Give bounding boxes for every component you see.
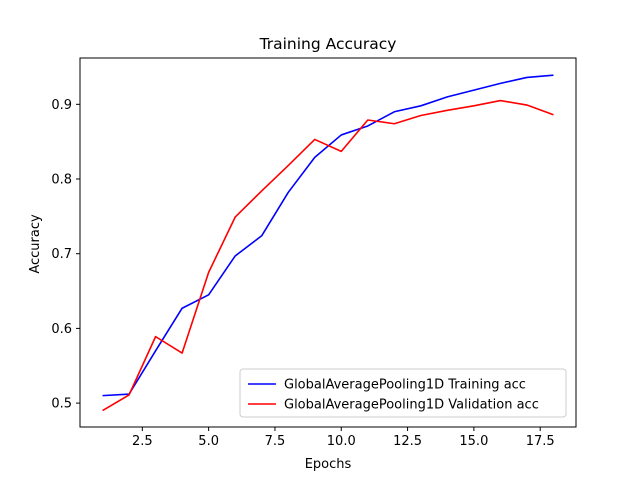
chart-title: Training Accuracy xyxy=(259,35,397,53)
y-axis-title: Accuracy xyxy=(28,214,43,274)
legend-label: GlobalAveragePooling1D Validation acc xyxy=(284,398,539,413)
y-tick-label: 0.9 xyxy=(51,98,72,113)
x-tick-label: 2.5 xyxy=(132,434,153,449)
x-tick-label: 5.0 xyxy=(198,434,219,449)
y-tick-label: 0.6 xyxy=(51,322,72,337)
x-tick-label: 7.5 xyxy=(265,434,286,449)
y-tick-label: 0.7 xyxy=(51,247,72,262)
series-line-validation xyxy=(102,99,554,412)
x-axis-ticks: 2.5 5.0 7.5 10.0 12.5 15.0 17.5 xyxy=(132,427,555,449)
series-layer xyxy=(102,74,554,412)
x-tick-label: 17.5 xyxy=(526,434,555,449)
x-tick-label: 15.0 xyxy=(459,434,488,449)
x-tick-label: 12.5 xyxy=(393,434,422,449)
y-tick-label: 0.5 xyxy=(51,397,72,412)
y-axis-ticks: 0.5 0.6 0.7 0.8 0.9 xyxy=(51,98,80,412)
axes-layer xyxy=(79,57,577,428)
legend-label: GlobalAveragePooling1D Training acc xyxy=(284,378,526,393)
y-tick-label: 0.8 xyxy=(51,173,72,188)
x-axis-title: Epochs xyxy=(305,457,352,472)
x-tick-label: 10.0 xyxy=(327,434,356,449)
legend-box xyxy=(239,368,567,418)
legend: GlobalAveragePooling1D Training acc Globa… xyxy=(239,368,567,418)
plot-frame xyxy=(79,57,577,428)
